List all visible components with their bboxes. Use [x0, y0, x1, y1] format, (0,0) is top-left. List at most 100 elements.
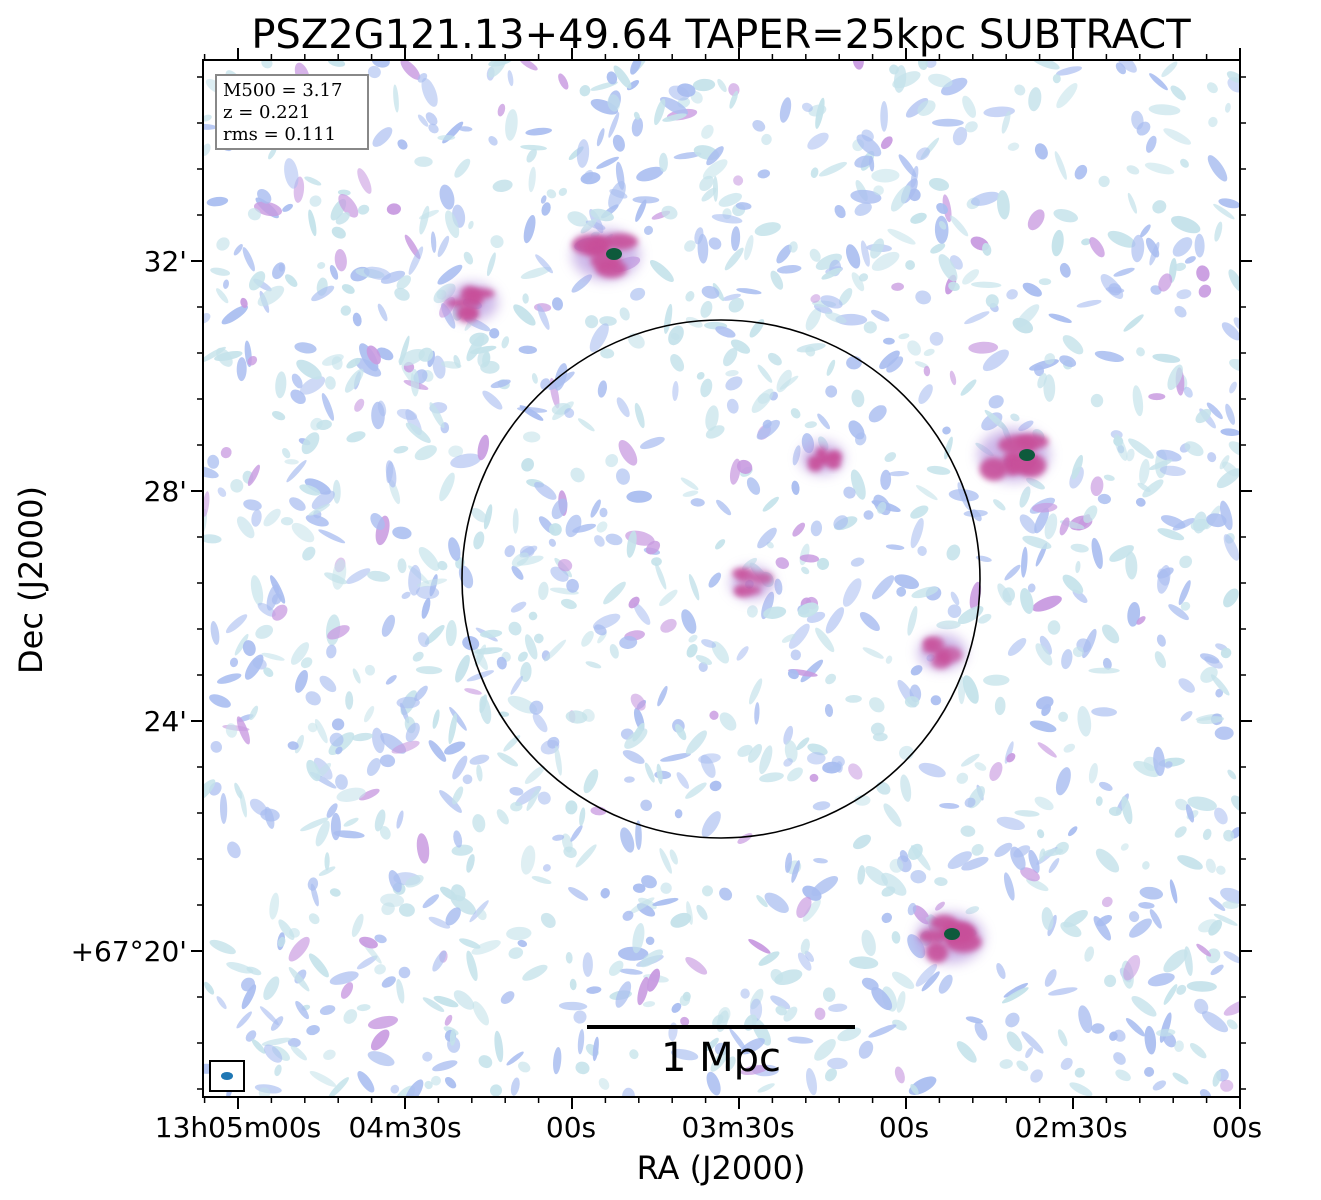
noise-blob — [1123, 954, 1141, 981]
noise-blob — [791, 860, 800, 883]
noise-blob — [1063, 743, 1076, 753]
noise-blob — [477, 434, 490, 461]
noise-blob — [548, 538, 556, 547]
noise-blob — [236, 516, 255, 539]
noise-blob — [1007, 638, 1027, 656]
source-north — [572, 229, 640, 281]
x-tick-label: 03m30s — [681, 1111, 794, 1144]
noise-blob — [598, 1077, 610, 1090]
emission-sources — [446, 229, 1050, 964]
noise-blob — [422, 997, 445, 1012]
noise-blob — [451, 844, 474, 856]
noise-blob — [1219, 455, 1230, 470]
noise-blob — [791, 480, 800, 495]
noise-blob — [540, 912, 556, 928]
noise-blob — [506, 1051, 524, 1066]
noise-blob — [605, 533, 623, 546]
noise-blob — [1136, 347, 1145, 357]
noise-blob — [535, 254, 554, 274]
noise-blob — [871, 986, 893, 1011]
noise-blob — [982, 242, 992, 256]
noise-blob — [241, 984, 257, 1010]
noise-blob — [352, 732, 373, 742]
noise-blob — [790, 408, 801, 419]
noise-blob — [1033, 364, 1045, 377]
noise-blob — [904, 696, 920, 708]
noise-blob — [731, 226, 741, 251]
noise-blob — [1074, 164, 1088, 180]
noise-blob — [1051, 229, 1064, 257]
noise-blob — [1172, 237, 1193, 257]
noise-blob — [234, 633, 249, 656]
noise-blob — [367, 570, 391, 582]
noise-blob — [1127, 601, 1141, 627]
noise-blob — [570, 467, 585, 483]
noise-blob — [314, 718, 328, 744]
noise-blob — [469, 345, 497, 355]
noise-blob — [437, 235, 450, 258]
noise-blob — [821, 267, 842, 280]
noise-blob — [722, 293, 741, 301]
noise-blob — [1206, 948, 1221, 964]
noise-blob — [549, 523, 562, 536]
noise-blob — [565, 800, 578, 815]
noise-blob — [825, 385, 838, 398]
noise-blob — [408, 564, 422, 596]
noise-blob — [870, 238, 885, 259]
noise-blob — [510, 675, 523, 695]
noise-blob — [944, 436, 953, 460]
noise-blob — [596, 128, 605, 147]
noise-blob — [1131, 995, 1157, 1017]
noise-blob — [416, 578, 448, 587]
noise-blob — [1196, 265, 1210, 282]
noise-blob — [891, 971, 915, 989]
noise-blob — [520, 845, 536, 875]
noise-blob — [275, 371, 287, 399]
noise-blob — [504, 545, 516, 558]
noise-blob — [334, 249, 347, 272]
noise-blob — [719, 887, 733, 901]
noise-blob — [579, 807, 586, 827]
noise-blob — [366, 345, 381, 365]
noise-blob — [567, 211, 588, 227]
noise-blob — [216, 237, 230, 251]
noise-blob — [779, 97, 792, 123]
noise-blob — [1030, 1069, 1043, 1083]
source-circle-edge — [918, 634, 966, 670]
noise-blob — [807, 132, 829, 150]
noise-blob — [239, 790, 247, 818]
noise-blob — [800, 659, 824, 683]
noise-blob — [522, 293, 529, 304]
noise-blob — [291, 373, 303, 389]
noise-blob — [226, 962, 254, 974]
noise-blob — [452, 755, 468, 780]
noise-blob — [628, 596, 640, 609]
noise-blob — [898, 154, 917, 178]
x-tick-label: 00s — [879, 1111, 929, 1144]
noise-blob — [486, 252, 496, 277]
noise-blob — [343, 1009, 358, 1024]
noise-blob — [880, 100, 888, 132]
noise-blob — [1039, 635, 1052, 655]
noise-blob — [964, 797, 976, 808]
noise-blob — [381, 976, 396, 988]
noise-blob — [553, 1046, 562, 1075]
noise-blob — [1210, 964, 1224, 976]
y-tick-label: +67°20' — [71, 935, 187, 968]
noise-blob — [1142, 861, 1150, 870]
noise-blob — [744, 234, 754, 261]
noise-blob — [393, 445, 409, 454]
noise-blob — [757, 169, 771, 179]
noise-blob — [1019, 514, 1037, 534]
noise-blob — [245, 1030, 257, 1042]
noise-blob — [635, 820, 642, 850]
noise-blob — [346, 357, 361, 369]
noise-blob — [236, 716, 250, 745]
noise-blob — [394, 287, 410, 301]
noise-blob — [996, 962, 1006, 980]
noise-blob — [656, 763, 663, 785]
noise-blob — [340, 305, 352, 316]
noise-blob — [257, 602, 276, 617]
noise-blob — [425, 112, 438, 126]
